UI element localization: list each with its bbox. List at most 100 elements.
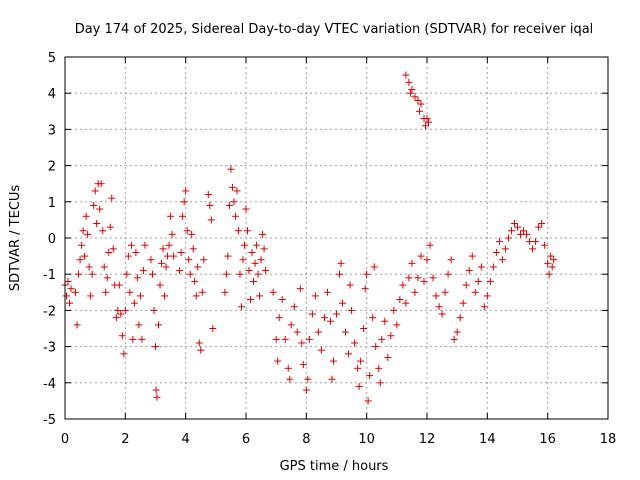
data-point	[444, 270, 452, 278]
data-point	[79, 227, 87, 235]
data-point	[337, 259, 345, 267]
data-point	[453, 328, 461, 336]
data-point	[535, 223, 543, 231]
grid-lines	[65, 57, 608, 419]
data-point	[230, 198, 238, 206]
data-point	[162, 263, 170, 271]
data-point	[114, 306, 122, 314]
data-point	[192, 292, 200, 300]
data-point	[408, 86, 416, 94]
y-tick-label: -3	[43, 341, 56, 356]
data-point	[78, 241, 86, 249]
data-point	[441, 288, 449, 296]
data-point	[269, 288, 277, 296]
data-point	[462, 281, 470, 289]
data-point	[523, 230, 531, 238]
data-point	[191, 277, 199, 285]
y-tick-label: 5	[48, 51, 56, 66]
data-point	[376, 379, 384, 387]
data-point	[159, 245, 167, 253]
data-point	[132, 248, 140, 256]
data-point	[253, 241, 261, 249]
data-point	[91, 187, 99, 195]
data-point	[200, 256, 208, 264]
data-point	[90, 201, 98, 209]
data-point	[81, 252, 89, 260]
x-tick-label: 8	[302, 432, 310, 447]
data-point	[150, 306, 158, 314]
data-point	[245, 267, 253, 275]
data-point	[425, 118, 433, 126]
data-point	[123, 270, 131, 278]
data-point	[342, 328, 350, 336]
data-point	[165, 241, 173, 249]
data-point	[298, 339, 306, 347]
data-point	[369, 314, 377, 322]
data-point	[364, 397, 372, 405]
data-point	[183, 227, 191, 235]
data-point	[417, 252, 425, 260]
data-point	[333, 310, 340, 318]
x-tick-labels: 0 2 4 6 8 10 12 14 16 18	[61, 432, 616, 447]
data-point	[328, 375, 336, 383]
data-point	[414, 96, 422, 104]
data-point	[510, 220, 518, 228]
data-point	[227, 165, 235, 173]
data-point	[547, 252, 555, 260]
data-point	[256, 292, 264, 300]
data-point	[250, 277, 258, 285]
data-point	[504, 234, 512, 242]
data-point	[93, 220, 101, 228]
data-point	[314, 328, 322, 336]
data-point	[117, 310, 125, 318]
data-point	[228, 183, 236, 191]
data-point	[206, 201, 214, 209]
data-point	[378, 335, 386, 343]
data-point	[447, 256, 455, 264]
data-point	[194, 263, 202, 271]
data-point	[339, 299, 347, 307]
data-point	[429, 274, 437, 282]
data-point	[520, 227, 528, 235]
axis-ticks	[64, 56, 609, 420]
data-point	[548, 263, 556, 271]
data-point	[423, 115, 431, 123]
data-point	[495, 238, 503, 246]
y-tick-labels: -5 -4 -3 -2 -1 0 1 2 3 4 5	[43, 51, 56, 428]
data-point	[361, 285, 369, 293]
data-point	[411, 93, 419, 101]
data-point	[406, 89, 414, 97]
data-point	[474, 277, 482, 285]
x-tick-label: 0	[61, 432, 69, 447]
data-point	[73, 321, 81, 329]
data-point	[182, 187, 190, 195]
data-point	[284, 364, 292, 372]
data-point	[480, 303, 488, 311]
x-axis-label: GPS time / hours	[280, 459, 389, 474]
data-point	[468, 252, 476, 260]
data-point	[354, 364, 362, 372]
data-point	[179, 212, 187, 220]
data-point	[360, 325, 368, 332]
x-tick-label: 6	[242, 432, 250, 447]
data-point	[529, 245, 537, 253]
data-point	[239, 256, 247, 264]
data-point	[381, 317, 389, 325]
data-point	[197, 346, 205, 354]
data-point	[483, 292, 491, 300]
chart-title: Day 174 of 2025, Sidereal Day-to-day VTE…	[75, 22, 594, 37]
data-point	[75, 270, 83, 278]
data-point	[299, 361, 307, 369]
data-point	[167, 212, 175, 220]
data-point	[417, 100, 425, 108]
data-point	[259, 230, 267, 238]
data-point	[296, 285, 304, 293]
data-point	[526, 238, 534, 246]
data-point	[293, 328, 301, 336]
x-tick-label: 4	[182, 432, 190, 447]
data-point	[456, 314, 464, 322]
x-tick-label: 14	[479, 432, 496, 447]
data-point	[88, 270, 96, 278]
data-point	[224, 252, 232, 260]
data-point	[390, 306, 398, 314]
